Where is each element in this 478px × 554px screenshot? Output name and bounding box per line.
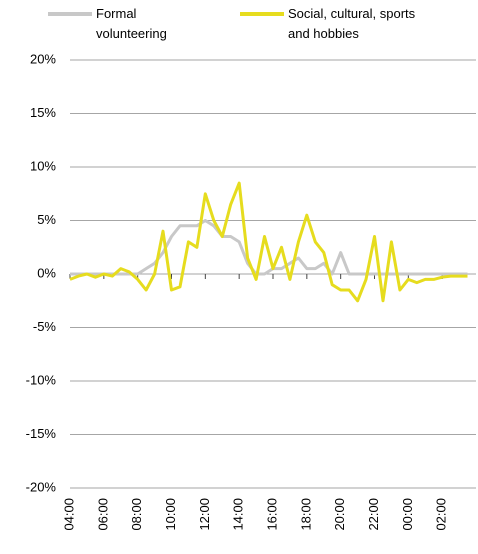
x-tick-label: 14:00 <box>231 498 246 531</box>
y-tick-label: 15% <box>30 105 56 120</box>
legend-label: Formal volunteering <box>96 6 167 41</box>
x-tick-label: 18:00 <box>298 498 313 531</box>
series-line <box>69 181 468 303</box>
y-tick-label: 5% <box>37 212 56 227</box>
legend-label: Social, cultural, sports and hobbies <box>288 6 416 41</box>
legend-swatch <box>48 12 92 16</box>
y-tick-label: -5% <box>33 319 57 334</box>
series-line <box>70 219 468 276</box>
x-tick-label: 20:00 <box>332 498 347 531</box>
y-tick-label: -20% <box>26 479 57 494</box>
y-tick-label: 0% <box>37 265 56 280</box>
x-tick-label: 02:00 <box>434 498 449 531</box>
x-tick-label: 08:00 <box>129 498 144 531</box>
x-tick-label: 16:00 <box>264 498 279 531</box>
y-tick-label: -15% <box>26 426 57 441</box>
x-tick-label: 06:00 <box>95 498 110 531</box>
x-tick-label: 04:00 <box>61 498 76 531</box>
y-tick-label: 10% <box>30 158 56 173</box>
y-tick-label: 20% <box>30 51 56 66</box>
x-tick-label: 22:00 <box>366 498 381 531</box>
x-tick-label: 12:00 <box>197 498 212 531</box>
y-tick-label: -10% <box>26 372 57 387</box>
x-tick-label: 10:00 <box>163 498 178 531</box>
x-tick-label: 00:00 <box>400 498 415 531</box>
legend-swatch <box>240 12 284 16</box>
